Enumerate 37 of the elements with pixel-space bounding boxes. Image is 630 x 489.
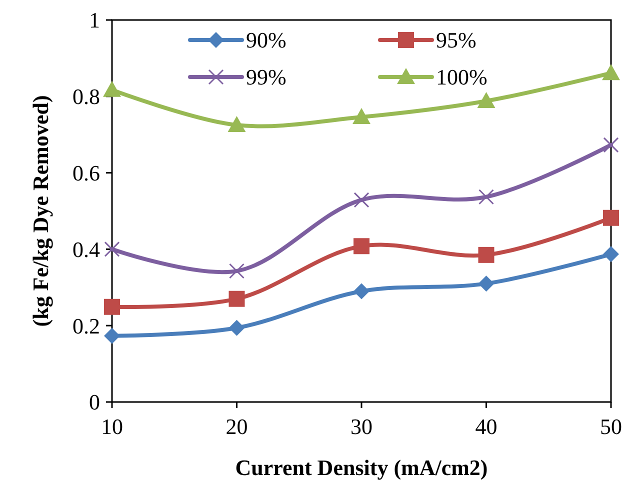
- point: [229, 263, 244, 279]
- point: [354, 238, 370, 254]
- x-tick-label: 40: [475, 414, 498, 439]
- point: [104, 241, 120, 257]
- y-tick-label: 0: [89, 390, 100, 415]
- point: [477, 92, 496, 108]
- point: [478, 246, 494, 263]
- y-axis-title: (kg Fe/kg Dye Removed): [28, 95, 53, 327]
- y-tick-label: 1: [89, 8, 100, 33]
- point: [354, 192, 370, 208]
- point: [104, 298, 120, 315]
- x-tick-label: 20: [226, 414, 248, 439]
- point: [602, 64, 620, 80]
- point: [228, 290, 245, 307]
- point: [478, 189, 494, 205]
- x-axis-title: Current Density (mA/cm2): [235, 455, 488, 480]
- point: [228, 320, 245, 336]
- point: [603, 210, 619, 226]
- legend-label: 100%: [436, 64, 488, 90]
- point: [352, 108, 370, 124]
- point: [103, 80, 121, 97]
- point: [354, 283, 370, 300]
- x-tick-label: 30: [350, 414, 372, 439]
- y-tick-label: 0.2: [72, 313, 100, 338]
- y-tick-label: 0.6: [72, 160, 100, 186]
- legend-label: 95%: [436, 28, 476, 53]
- legend-label: 90%: [246, 28, 286, 53]
- x-tick-label: 10: [101, 414, 123, 439]
- point: [603, 137, 619, 153]
- legend-label: 99%: [246, 64, 286, 90]
- point: [603, 246, 619, 262]
- y-tick-label: 0.8: [72, 84, 100, 110]
- x-tick-label: 50: [600, 414, 622, 439]
- point: [478, 276, 494, 292]
- point: [228, 116, 246, 132]
- point: [104, 328, 120, 344]
- y-tick-label: 0.4: [72, 236, 100, 262]
